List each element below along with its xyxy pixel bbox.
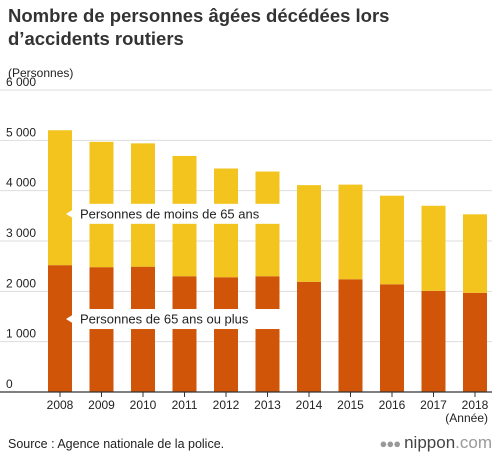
legend-under65-box <box>74 203 286 224</box>
legend-65plus-text: Personnes de 65 ans ou plus <box>80 312 249 327</box>
nippon-dots-icon: ●●● <box>379 436 402 451</box>
y-tick-label-1000: 1 000 <box>6 327 36 341</box>
labels-layer: 0 1 000 2 000 3 000 4 000 5 000 6 000 2008 2009 2… <box>6 75 489 425</box>
bar-under65-2014 <box>297 185 321 282</box>
y-axis-unit-label: (Personnes) <box>8 66 74 80</box>
x-axis-label: (Année) <box>445 411 488 425</box>
legend-65plus: Personnes de 65 ans ou plus <box>66 309 286 330</box>
y-tick-label-0: 0 <box>6 377 13 391</box>
y-tick-label-6000: 6 000 <box>6 75 36 89</box>
axis-layer <box>0 391 492 397</box>
bar-under65-2016 <box>380 195 404 285</box>
x-tick-label-2013: 2013 <box>254 398 281 412</box>
bar-65plus-2014 <box>297 281 321 392</box>
y-tick-label-3000: 3 000 <box>6 226 36 240</box>
x-tick-label-2010: 2010 <box>130 398 157 412</box>
y-tick-label-4000: 4 000 <box>6 176 36 190</box>
bar-65plus-2012 <box>214 277 238 392</box>
legend-65plus-pointer <box>66 314 74 325</box>
source-note: Source : Agence nationale de la police. <box>8 437 225 451</box>
x-tick-label-2015: 2015 <box>337 398 364 412</box>
brand-name: nippon <box>404 433 456 452</box>
y-tick-label-2000: 2 000 <box>6 276 36 290</box>
bar-65plus-2018 <box>463 292 487 392</box>
bar-under65-2018 <box>463 214 487 293</box>
x-tick-label-2017: 2017 <box>420 398 447 412</box>
bar-under65-2015 <box>338 184 363 280</box>
bars-layer <box>48 130 487 392</box>
x-tick-label-2011: 2011 <box>172 398 198 412</box>
brand-suffix: .com <box>455 433 492 452</box>
x-tick-label-2009: 2009 <box>88 398 115 412</box>
legend-under65-text: Personnes de moins de 65 ans <box>80 206 260 221</box>
legend-under65-pointer <box>66 208 74 219</box>
bar-65plus-2009 <box>89 267 114 392</box>
chart-title: Nombre de personnes âgées décédées lors … <box>8 5 390 49</box>
bar-under65-2017 <box>421 205 446 291</box>
bar-under65-2013 <box>255 171 280 277</box>
x-tick-label-2014: 2014 <box>296 398 323 412</box>
legend-65plus-box <box>74 309 286 330</box>
bar-65plus-2008 <box>48 265 72 392</box>
x-tick-label-2018: 2018 <box>462 398 489 412</box>
legend-under65: Personnes de moins de 65 ans <box>66 203 286 224</box>
grid-layer <box>0 89 492 343</box>
bar-65plus-2010 <box>131 266 155 392</box>
x-tick-label-2012: 2012 <box>213 398 240 412</box>
x-tick-label-2008: 2008 <box>47 398 74 412</box>
bar-65plus-2011 <box>172 276 197 392</box>
brand-logo: ●●● nippon.com <box>380 433 492 453</box>
x-tick-label-2016: 2016 <box>379 398 406 412</box>
bar-65plus-2017 <box>421 290 446 392</box>
legend-layer: Personnes de moins de 65 ans Personnes de… <box>66 203 286 330</box>
bar-65plus-2013 <box>255 276 280 392</box>
bar-65plus-2016 <box>380 284 404 392</box>
y-tick-label-5000: 5 000 <box>6 125 36 139</box>
bar-under65-2008 <box>48 130 72 266</box>
bar-65plus-2015 <box>338 279 363 392</box>
